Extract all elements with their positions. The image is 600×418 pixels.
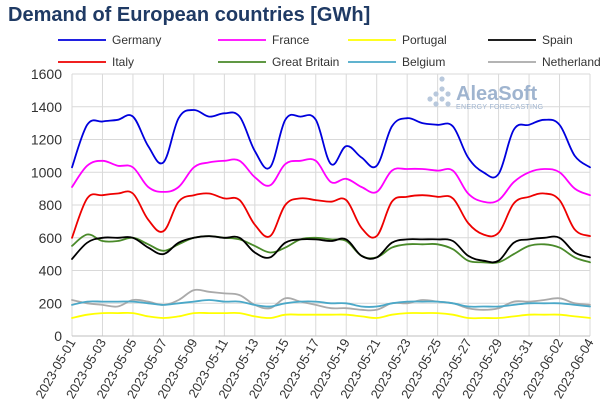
legend-label-portugal: Portugal [402, 33, 447, 47]
y-tick-label: 1600 [31, 66, 62, 82]
legend-label-germany: Germany [112, 33, 161, 47]
watermark-dot [427, 96, 433, 102]
series-line-great-britain [71, 233, 591, 264]
y-tick-label: 600 [39, 230, 63, 246]
watermark-dot [439, 86, 445, 92]
y-tick-label: 800 [39, 197, 63, 213]
legend-label-france: France [272, 33, 310, 47]
y-tick-label: 1200 [31, 132, 62, 148]
y-tick-label: 1400 [31, 99, 62, 115]
legend-label-great-britain: Great Britain [272, 55, 339, 69]
watermark-dot [433, 101, 439, 107]
chart-title: Demand of European countries [GWh] [8, 4, 371, 26]
series-line-italy [71, 190, 591, 239]
legend-label-italy: Italy [112, 55, 134, 69]
series-line-belgium [71, 299, 591, 308]
series-line-portugal [71, 311, 591, 320]
watermark-brand: AleaSoft [456, 83, 537, 105]
watermark-dot [445, 101, 451, 107]
y-tick-label: 400 [39, 263, 63, 279]
watermark-dot [439, 96, 445, 102]
series-line-netherlands [71, 288, 591, 312]
watermark-dot [445, 91, 451, 97]
watermark-tagline: ENERGY FORECASTING [456, 104, 543, 111]
watermark-dot [433, 91, 439, 97]
legend-label-netherlands: Netherlands [542, 55, 600, 69]
series-line-france [71, 158, 591, 204]
y-tick-label: 1000 [31, 164, 62, 180]
watermark-dot [439, 76, 445, 82]
series-line-germany [71, 109, 591, 179]
y-tick-label: 0 [54, 328, 62, 344]
series-line-spain [71, 235, 591, 264]
y-tick-label: 200 [39, 295, 63, 311]
legend-label-spain: Spain [542, 33, 573, 47]
legend-label-belgium: Belgium [402, 55, 445, 69]
